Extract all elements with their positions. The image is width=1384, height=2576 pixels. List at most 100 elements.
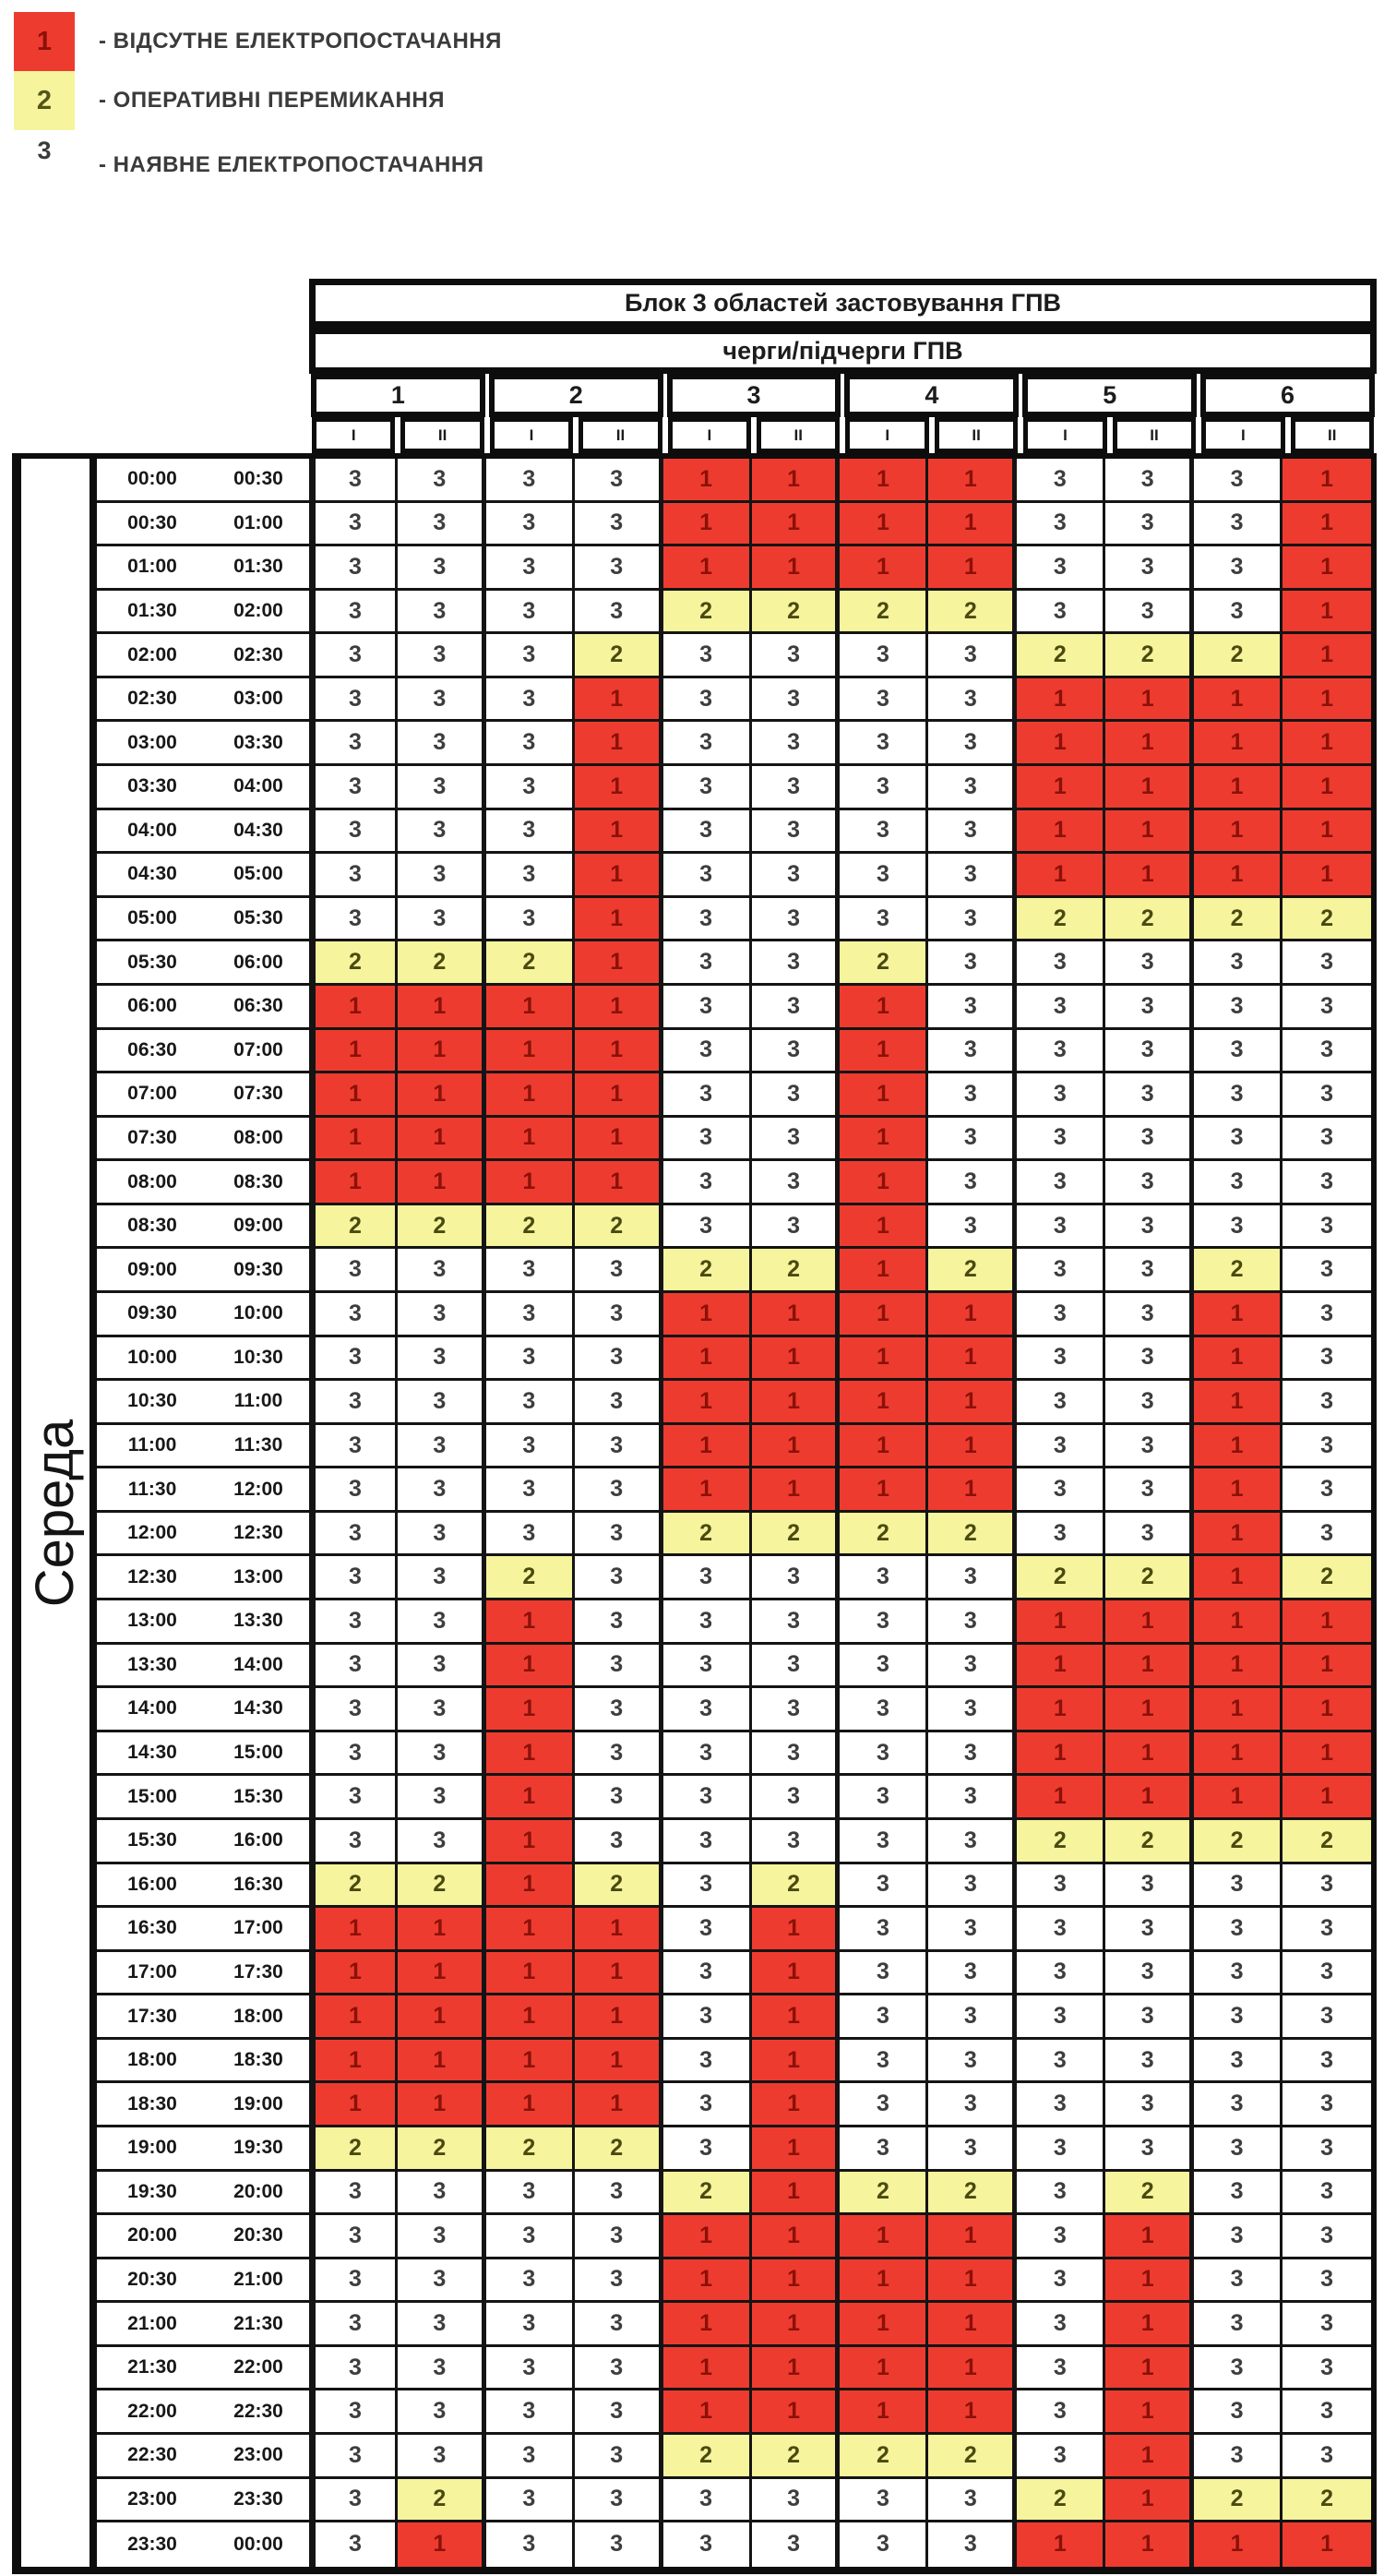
cell-4-II-11:30: 1 xyxy=(928,1468,1018,1513)
cell-5-I-08:00: 3 xyxy=(1017,1161,1106,1205)
cell-4-II-07:00: 3 xyxy=(928,1073,1018,1118)
time-from: 02:00 xyxy=(97,634,208,678)
legend-swatch-red: 1 xyxy=(14,12,75,71)
time-from: 22:30 xyxy=(97,2435,208,2479)
cell-2-II-02:30: 1 xyxy=(574,677,663,723)
time-to: 16:00 xyxy=(208,1819,309,1864)
cell-6-II-09:30: 3 xyxy=(1283,1292,1371,1337)
cell-6-II-21:00: 3 xyxy=(1283,2303,1371,2347)
cell-1-II-07:30: 1 xyxy=(397,1117,486,1162)
schedule-row-07:00: 07:00 07:30 1 1 1 1 3 3 1 3 3 3 3 3 xyxy=(97,1073,1371,1118)
cell-2-I-00:30: 3 xyxy=(485,502,575,547)
cell-6-I-22:30: 3 xyxy=(1194,2435,1283,2479)
cell-1-II-04:30: 3 xyxy=(397,854,486,898)
cell-3-II-21:30: 1 xyxy=(751,2346,841,2391)
cell-5-II-21:00: 1 xyxy=(1105,2303,1195,2347)
cell-6-II-23:30: 1 xyxy=(1283,2522,1371,2567)
schedule-row-07:30: 07:30 08:00 1 1 1 1 3 3 1 3 3 3 3 3 xyxy=(97,1117,1371,1162)
cell-3-I-03:30: 3 xyxy=(662,766,752,810)
time-to: 06:00 xyxy=(208,941,309,986)
cell-3-II-09:30: 1 xyxy=(751,1292,841,1337)
cell-6-II-09:00: 3 xyxy=(1283,1249,1371,1293)
cell-3-II-02:30: 3 xyxy=(751,677,841,723)
time-from: 23:30 xyxy=(97,2522,208,2567)
cell-6-I-11:00: 1 xyxy=(1194,1424,1283,1469)
cell-6-II-02:30: 1 xyxy=(1283,677,1371,723)
cell-3-I-02:30: 3 xyxy=(662,677,752,723)
cell-4-I-14:00: 3 xyxy=(840,1688,929,1732)
cell-4-I-02:30: 3 xyxy=(840,677,929,723)
cell-2-II-13:30: 3 xyxy=(574,1644,663,1689)
cell-2-II-01:30: 3 xyxy=(574,590,663,635)
cell-2-II-11:30: 3 xyxy=(574,1468,663,1513)
cell-5-I-20:30: 3 xyxy=(1017,2258,1106,2304)
cell-5-II-01:00: 3 xyxy=(1105,546,1195,591)
cell-3-I-01:00: 1 xyxy=(662,546,752,591)
cell-5-I-17:30: 3 xyxy=(1017,1995,1106,2040)
subqueue-header-1-I: I xyxy=(312,417,396,453)
cell-6-II-00:30: 1 xyxy=(1283,502,1371,547)
cell-5-I-21:30: 3 xyxy=(1017,2346,1106,2391)
legend-code-2: 2 xyxy=(36,85,53,115)
cell-1-II-23:00: 2 xyxy=(397,2478,486,2523)
cell-4-I-10:00: 1 xyxy=(840,1336,929,1382)
time-to: 22:00 xyxy=(208,2346,309,2391)
time-from: 13:30 xyxy=(97,1644,208,1689)
time-from: 15:30 xyxy=(97,1819,208,1864)
cell-1-II-05:30: 2 xyxy=(397,941,486,986)
cell-6-II-20:00: 3 xyxy=(1283,2215,1371,2259)
cell-5-II-03:30: 1 xyxy=(1105,766,1195,810)
cell-5-II-17:00: 3 xyxy=(1105,1951,1195,1996)
cell-5-II-17:30: 3 xyxy=(1105,1995,1195,2040)
time-to: 19:30 xyxy=(208,2127,309,2172)
cell-5-II-23:30: 1 xyxy=(1105,2522,1195,2567)
cell-2-I-04:00: 3 xyxy=(485,809,575,855)
cell-3-II-23:30: 3 xyxy=(751,2522,841,2567)
cell-4-II-13:30: 3 xyxy=(928,1644,1018,1689)
cell-6-II-07:30: 3 xyxy=(1283,1117,1371,1162)
cell-6-II-21:30: 3 xyxy=(1283,2346,1371,2391)
cell-1-I-22:30: 3 xyxy=(309,2435,398,2479)
cell-4-I-19:30: 2 xyxy=(840,2171,929,2216)
time-to: 12:00 xyxy=(208,1468,309,1513)
cell-6-I-10:00: 1 xyxy=(1194,1336,1283,1382)
cell-5-I-07:00: 3 xyxy=(1017,1073,1106,1118)
cell-1-I-03:30: 3 xyxy=(309,766,398,810)
cell-4-II-14:30: 3 xyxy=(928,1731,1018,1777)
cell-1-II-19:30: 3 xyxy=(397,2171,486,2216)
time-from: 05:30 xyxy=(97,941,208,986)
cell-1-II-03:00: 3 xyxy=(397,722,486,767)
cell-6-II-08:00: 3 xyxy=(1283,1161,1371,1205)
cell-1-I-09:30: 3 xyxy=(309,1292,398,1337)
cell-2-I-12:00: 3 xyxy=(485,1512,575,1557)
cell-1-II-15:30: 3 xyxy=(397,1819,486,1864)
cell-2-I-10:30: 3 xyxy=(485,1381,575,1425)
cell-4-I-14:30: 3 xyxy=(840,1731,929,1777)
cell-2-II-07:00: 1 xyxy=(574,1073,663,1118)
time-from: 12:00 xyxy=(97,1512,208,1557)
cell-3-I-09:30: 1 xyxy=(662,1292,752,1337)
cell-3-I-07:30: 3 xyxy=(662,1117,752,1162)
time-to: 15:00 xyxy=(208,1731,309,1777)
schedule-row-01:30: 01:30 02:00 3 3 3 3 2 2 2 2 3 3 3 1 xyxy=(97,590,1371,635)
cell-3-I-17:00: 3 xyxy=(662,1951,752,1996)
cell-2-II-21:00: 3 xyxy=(574,2303,663,2347)
cell-4-II-20:00: 1 xyxy=(928,2215,1018,2259)
cell-2-II-10:30: 3 xyxy=(574,1381,663,1425)
cell-5-II-08:30: 3 xyxy=(1105,1204,1195,1250)
time-to: 13:00 xyxy=(208,1556,309,1601)
cell-4-I-11:00: 1 xyxy=(840,1424,929,1469)
cell-3-II-07:30: 3 xyxy=(751,1117,841,1162)
cell-4-I-09:00: 1 xyxy=(840,1249,929,1293)
cell-6-I-16:30: 3 xyxy=(1194,1908,1283,1952)
cell-4-II-03:30: 3 xyxy=(928,766,1018,810)
cell-6-II-18:30: 3 xyxy=(1283,2083,1371,2127)
subqueue-header-2-I: I xyxy=(489,417,574,453)
cell-6-II-05:00: 2 xyxy=(1283,897,1371,942)
cell-5-II-04:30: 1 xyxy=(1105,854,1195,898)
time-to: 12:30 xyxy=(208,1512,309,1557)
time-from: 03:00 xyxy=(97,722,208,767)
cell-1-II-12:00: 3 xyxy=(397,1512,486,1557)
cell-6-I-01:00: 3 xyxy=(1194,546,1283,591)
time-to: 23:00 xyxy=(208,2435,309,2479)
